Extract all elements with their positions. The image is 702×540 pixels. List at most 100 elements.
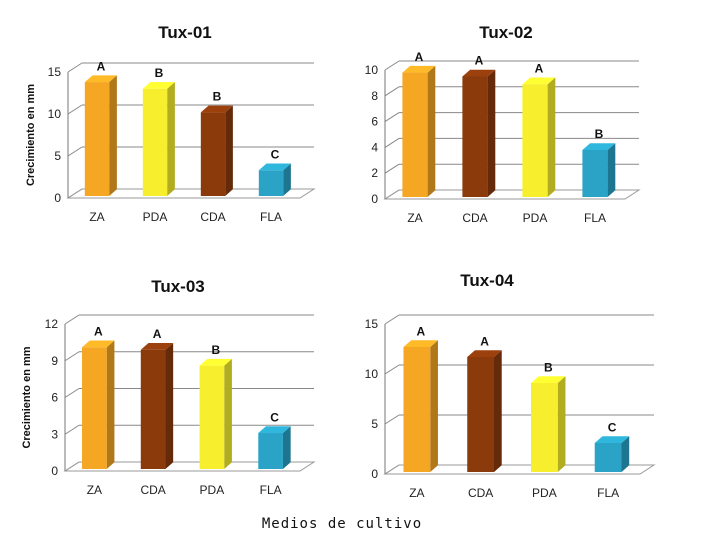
bar-top [258, 426, 291, 434]
bar-front [582, 149, 608, 197]
bar-side [430, 340, 438, 472]
chart-panel: Tux-03 0 3 6 9 12 Crecimiento en mm A ZA A CDA B PDA… [21, 277, 316, 497]
y-tick-label: 5 [54, 149, 61, 163]
bar [594, 436, 630, 472]
significance-label: B [212, 343, 221, 357]
x-tick-label: PDA [523, 211, 548, 225]
grid-side-line [384, 364, 400, 375]
bar [258, 426, 291, 469]
x-tick-label: ZA [87, 483, 102, 497]
bar-side [165, 342, 174, 469]
significance-label: B [595, 127, 604, 141]
bar-front [403, 347, 431, 472]
y-tick-label: 5 [371, 417, 378, 431]
significance-label: A [97, 59, 106, 73]
y-tick-label: 8 [371, 89, 378, 103]
bar-front [142, 88, 168, 196]
bar [467, 350, 502, 472]
x-tick-label: FLA [597, 486, 619, 500]
bar-side [427, 65, 436, 197]
bar-front [530, 383, 558, 472]
grid-side-line [384, 137, 400, 148]
bar-side [494, 350, 502, 472]
bar-side [109, 75, 117, 196]
significance-label: A [535, 61, 544, 75]
bar [140, 342, 174, 469]
bar-front [522, 84, 548, 197]
bar-side [283, 163, 291, 196]
significance-label: A [153, 327, 162, 341]
chart-floor [383, 189, 641, 200]
chart-floor [383, 464, 656, 475]
grid-side-line [384, 60, 400, 71]
y-tick-label: 3 [51, 427, 58, 441]
grid-side-line [64, 314, 80, 325]
significance-label: B [155, 66, 164, 80]
significance-label: B [544, 360, 553, 374]
significance-label: B [213, 90, 222, 104]
bar-front [199, 365, 225, 469]
bar-top [403, 340, 438, 347]
bar-top [594, 436, 630, 443]
bar-top [402, 65, 436, 73]
x-tick-label: ZA [409, 486, 424, 500]
x-tick-label: CDA [468, 486, 493, 500]
grid-side-line [67, 146, 83, 157]
x-tick-label: PDA [532, 486, 557, 500]
bar-front [82, 347, 107, 469]
x-tick-label: CDA [140, 483, 165, 497]
grid-side-line [67, 104, 83, 115]
bar [82, 340, 115, 469]
significance-label: C [270, 410, 279, 424]
y-tick-label: 6 [371, 115, 378, 129]
y-tick-label: 4 [371, 140, 378, 154]
bar-side [557, 376, 566, 472]
x-tick-label: FLA [584, 211, 606, 225]
bar-top [530, 376, 566, 383]
bar-front [258, 170, 284, 196]
grid-side-line [384, 414, 400, 425]
bar-top [142, 82, 175, 89]
significance-label: C [271, 148, 280, 162]
bar [258, 163, 291, 196]
grid-side-line [384, 163, 400, 174]
chart-title: Tux-01 [158, 23, 212, 42]
y-tick-label: 12 [45, 317, 59, 331]
y-tick-label: 0 [371, 467, 378, 481]
bar-top [140, 342, 174, 350]
bar [522, 77, 556, 197]
y-tick-label: 10 [48, 107, 62, 121]
bar-top [522, 77, 556, 85]
bar-side [282, 426, 291, 469]
y-tick-label: 9 [51, 354, 58, 368]
bar-top [82, 340, 115, 348]
grid-side-line [64, 351, 80, 362]
x-tick-label: PDA [200, 483, 225, 497]
bar-top [258, 163, 291, 171]
chart-panels: Tux-01 0 5 10 15 Crecimiento en mm A ZA B PDA B CDA… [21, 23, 656, 500]
bar-front [84, 82, 110, 196]
significance-label: A [475, 54, 484, 68]
bar-front [258, 433, 283, 469]
x-tick-label: CDA [462, 211, 487, 225]
bar-side [106, 340, 115, 469]
grid-side-line [384, 314, 400, 325]
grid-side-line [67, 62, 83, 73]
y-tick-label: 0 [371, 192, 378, 206]
bar-front [462, 76, 488, 197]
bar-side [167, 82, 175, 196]
bar-side [224, 358, 232, 469]
chart-floor [66, 188, 316, 199]
significance-label: A [417, 324, 426, 338]
chart-panel: Tux-02 0 2 4 6 8 10 A ZA A CDA A PDA B FLA [365, 23, 641, 225]
grid-side-line [64, 424, 80, 435]
chart-title: Tux-02 [479, 23, 533, 42]
x-tick-label: FLA [260, 483, 282, 497]
chart-panel: Tux-04 0 5 10 15 A ZA A CDA B PDA C FLA [365, 271, 656, 500]
bar [530, 376, 566, 472]
chart-panel: Tux-01 0 5 10 15 Crecimiento en mm A ZA B PDA B CDA… [25, 23, 316, 224]
y-tick-label: 2 [371, 166, 378, 180]
significance-label: A [480, 334, 489, 348]
x-tick-label: ZA [89, 210, 104, 224]
